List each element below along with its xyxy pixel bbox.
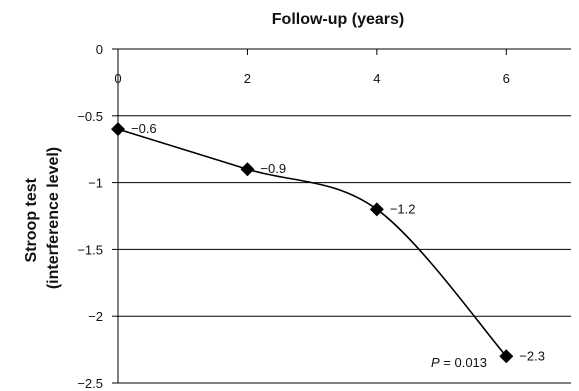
y-tick-label: −2 (88, 309, 103, 324)
y-tick-label: −1.5 (77, 242, 103, 257)
y-axis-title-line-1: Stroop test (23, 177, 40, 262)
x-tick-label: 4 (373, 71, 380, 86)
x-tick-label: 6 (503, 71, 510, 86)
data-point-marker (240, 162, 255, 177)
y-axis-title: Stroop test (interference level) (23, 147, 62, 289)
series: −0.6 −0.9 −1.2 −2.3 (111, 121, 545, 364)
y-tick-label: −1 (88, 176, 103, 191)
p-value-annotation: P = 0.013 (431, 355, 487, 370)
data-label: −0.9 (260, 161, 286, 176)
y-axis-title-line-2: (interference level) (45, 147, 62, 289)
x-axis-title: Follow-up (years) (272, 11, 404, 28)
data-label: −1.2 (390, 201, 416, 216)
data-point-marker (111, 122, 125, 137)
y-axis-ticks: 0 −0.5 −1 −1.5 −2 −2.5 (77, 42, 118, 391)
p-value-text: = 0.013 (440, 355, 487, 370)
y-tick-label: −0.5 (77, 109, 103, 124)
series-line (117, 128, 507, 357)
gridlines (118, 48, 571, 384)
x-tick-label: 2 (244, 71, 251, 86)
y-tick-label: 0 (96, 42, 103, 57)
data-label: −0.6 (131, 121, 157, 136)
data-point-marker (369, 202, 384, 217)
data-label: −2.3 (519, 348, 545, 363)
x-tick-label: 0 (114, 71, 121, 86)
y-tick-label: −2.5 (77, 376, 103, 391)
p-symbol: P (431, 355, 440, 370)
x-axis-ticks: 0 2 4 6 (114, 49, 510, 86)
data-point-marker (499, 349, 514, 364)
